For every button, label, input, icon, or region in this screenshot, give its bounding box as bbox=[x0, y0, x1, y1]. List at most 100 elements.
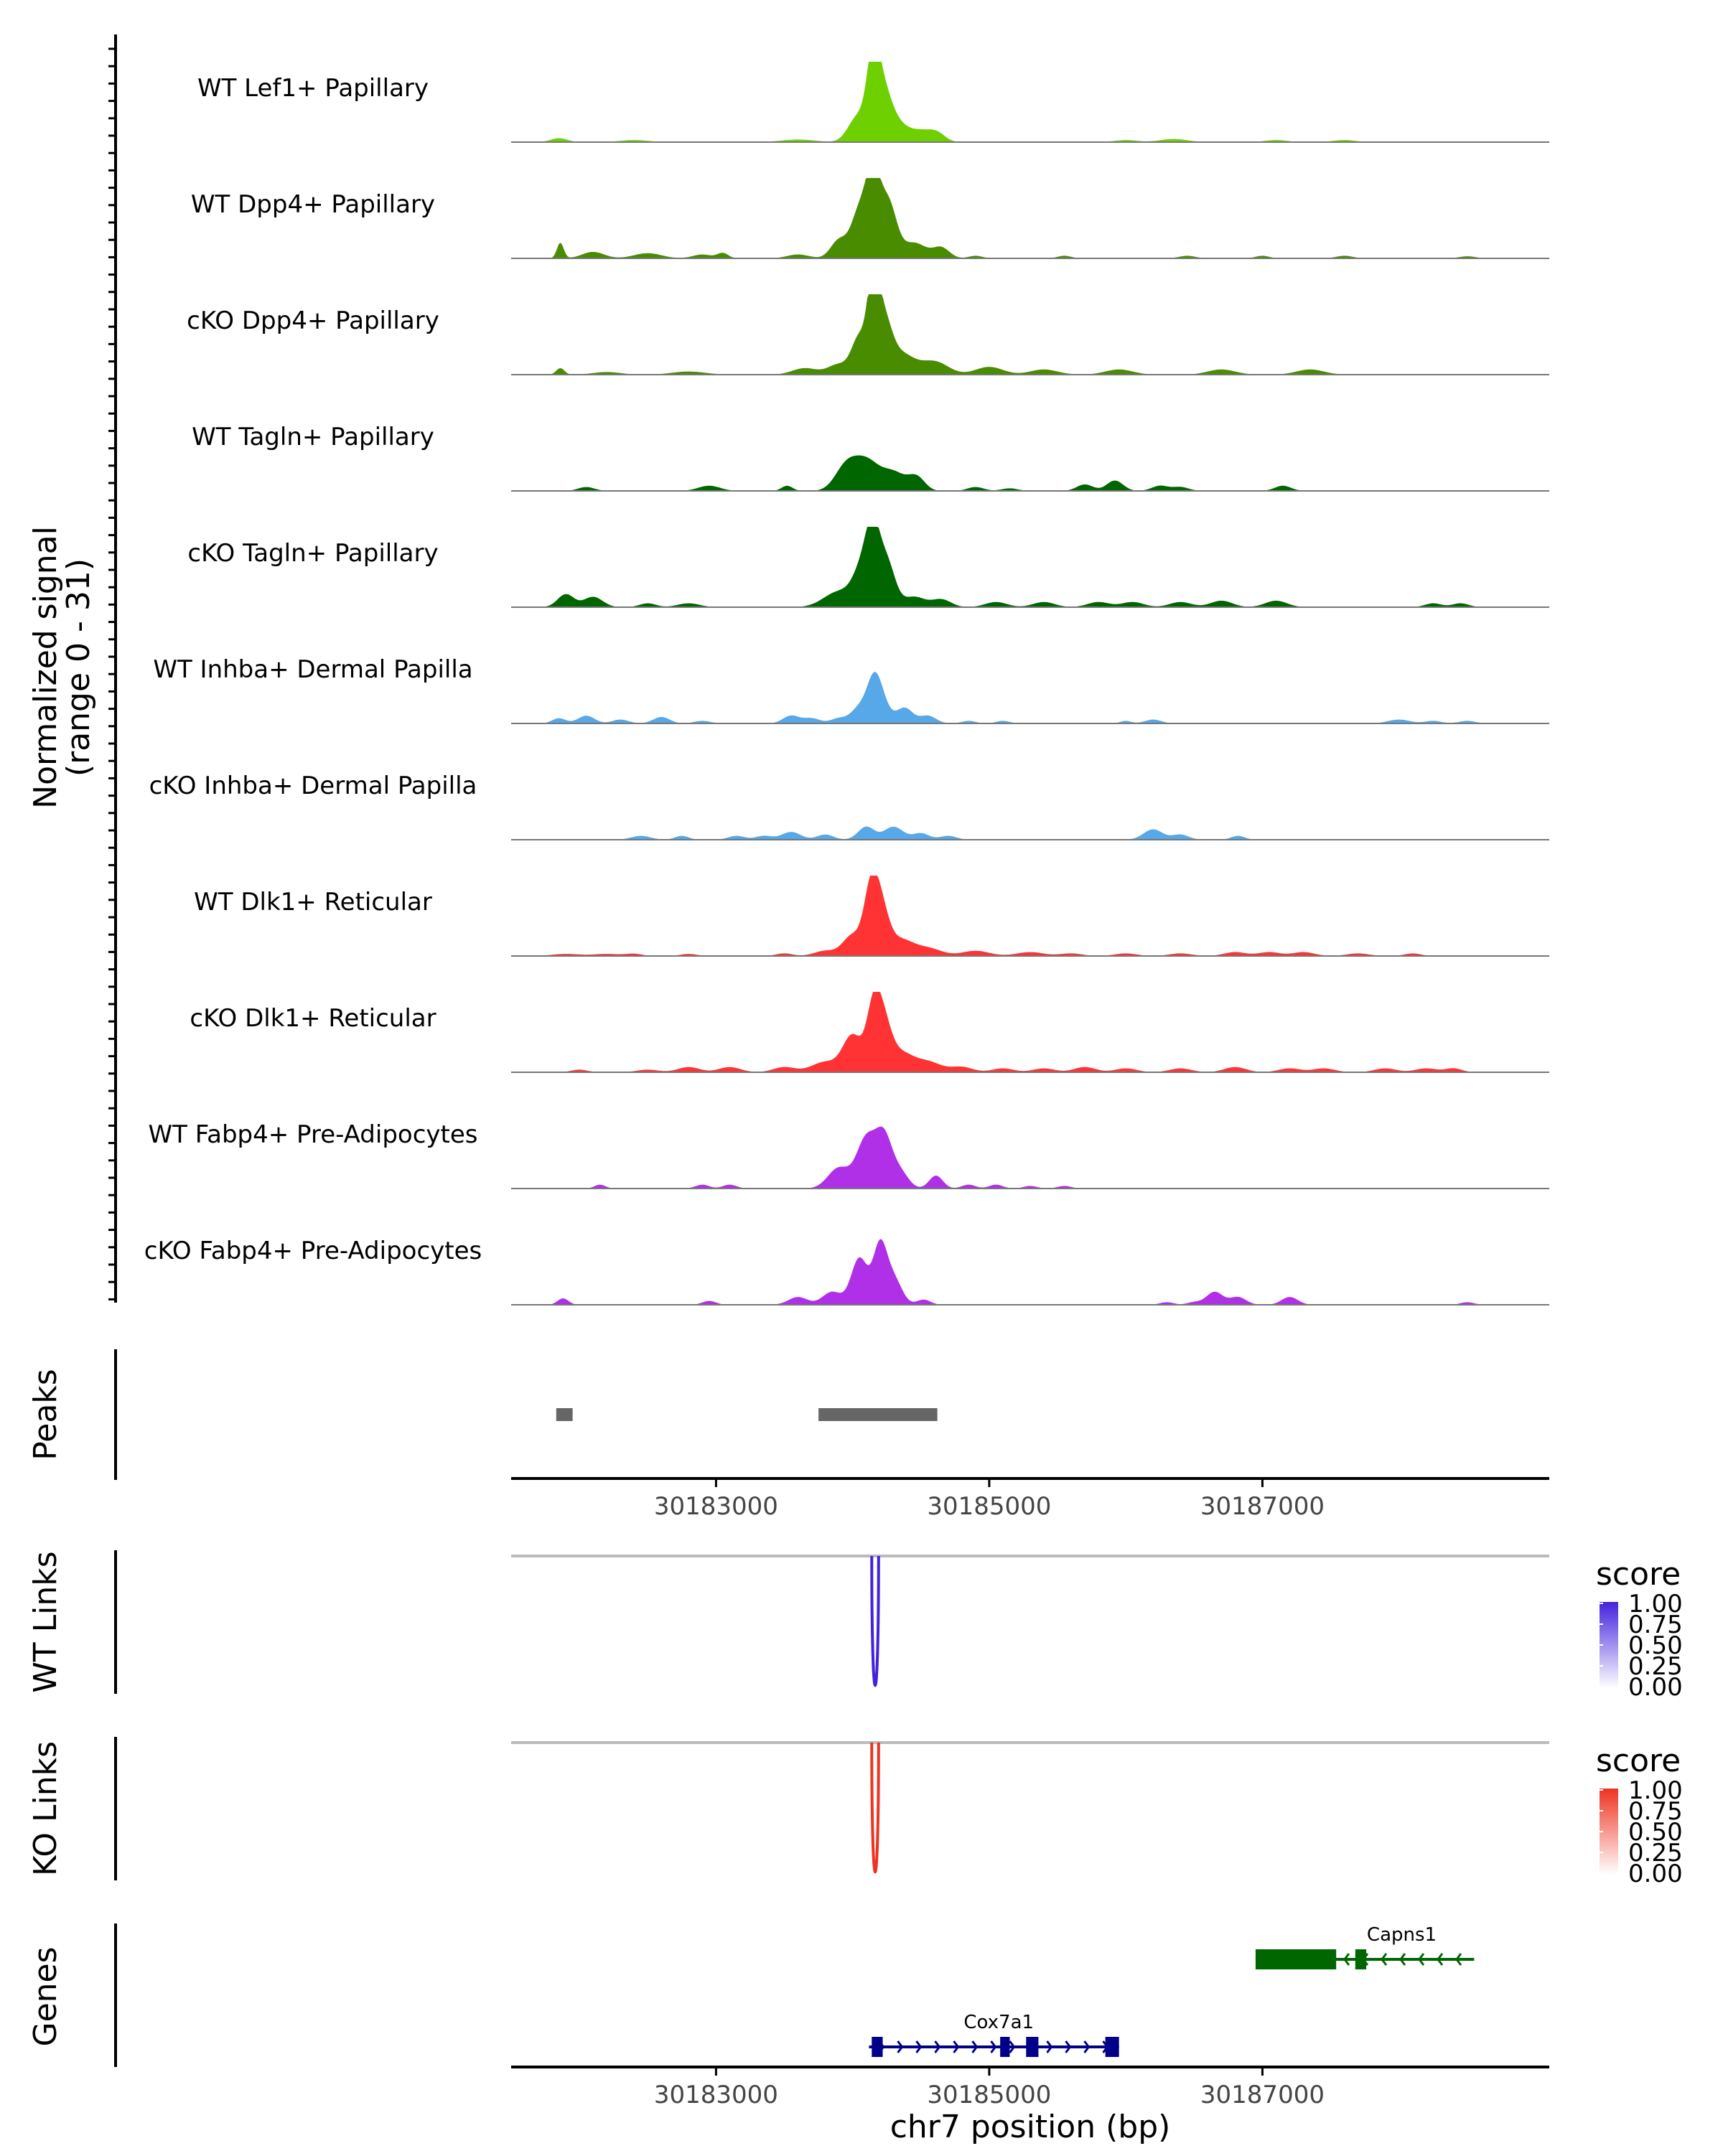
x-tick-label: 30185000 bbox=[927, 1492, 1051, 1521]
x-tick-label: 30185000 bbox=[927, 2081, 1051, 2109]
track-label: WT Dpp4+ Papillary bbox=[191, 190, 435, 219]
peak-regions bbox=[556, 1408, 938, 1421]
strand-arrow bbox=[1009, 2040, 1016, 2053]
coverage-area bbox=[511, 455, 1549, 491]
x-tick-label: 30183000 bbox=[654, 2081, 778, 2109]
legend-value: 0.00 bbox=[1628, 1860, 1683, 1888]
legend-value: 1.00 bbox=[1628, 1590, 1683, 1618]
link-arc bbox=[870, 1742, 880, 1874]
gene-models: Capns1 Cox7a1 bbox=[869, 1924, 1475, 2057]
coverage-area bbox=[511, 294, 1549, 375]
legend-title: score bbox=[1596, 1556, 1681, 1593]
gene-exon bbox=[1105, 2037, 1119, 2057]
track-label: cKO Dlk1+ Reticular bbox=[190, 1004, 436, 1033]
gene-label: Cox7a1 bbox=[963, 2012, 1034, 2033]
x-tick-label: 30187000 bbox=[1200, 2081, 1325, 2109]
coverage-track: WT Dpp4+ Papillary bbox=[191, 178, 1549, 259]
coverage-area bbox=[511, 876, 1549, 956]
strand-arrow bbox=[1046, 2040, 1053, 2053]
track-label: cKO Inhba+ Dermal Papilla bbox=[149, 772, 477, 800]
strand-arrow bbox=[1418, 1953, 1425, 1966]
strand-arrow bbox=[897, 2040, 904, 2053]
x-tick-label: 30187000 bbox=[1200, 1492, 1325, 1521]
legend-value: 0.50 bbox=[1628, 1818, 1683, 1847]
gene-model: Cox7a1 bbox=[869, 2012, 1119, 2057]
strand-arrow bbox=[1362, 1953, 1369, 1966]
gene-label: Capns1 bbox=[1367, 1924, 1437, 1946]
peaks-track-label: Peaks bbox=[27, 1369, 64, 1460]
gene-exon bbox=[872, 2037, 883, 2057]
coverage-track: WT Inhba+ Dermal Papilla bbox=[153, 655, 1549, 724]
peak-region bbox=[818, 1408, 938, 1421]
coverage-track: cKO Inhba+ Dermal Papilla bbox=[149, 772, 1549, 840]
gene-model: Capns1 bbox=[1255, 1924, 1475, 1969]
peak-region bbox=[556, 1408, 573, 1421]
strand-arrow bbox=[1269, 1953, 1276, 1966]
track-label: cKO Tagln+ Papillary bbox=[187, 539, 438, 568]
strand-arrow bbox=[1287, 1953, 1294, 1966]
track-label: WT Lef1+ Papillary bbox=[197, 74, 429, 103]
legend-value: 0.75 bbox=[1628, 1611, 1683, 1639]
coverage-area bbox=[511, 178, 1549, 258]
coverage-area bbox=[511, 1239, 1549, 1305]
strand-arrow bbox=[934, 2040, 941, 2053]
strand-arrow bbox=[1381, 1953, 1388, 1966]
legend-value: 0.00 bbox=[1628, 1673, 1683, 1702]
strand-arrow bbox=[1102, 2040, 1109, 2053]
track-label: WT Tagln+ Papillary bbox=[192, 423, 434, 451]
y-axis-label-line2: (range 0 - 31) bbox=[60, 558, 97, 777]
strand-arrow bbox=[1325, 1953, 1332, 1966]
x-axis-title: chr7 position (bp) bbox=[890, 2109, 1171, 2145]
gene-exon bbox=[1355, 1949, 1367, 1969]
strand-arrow bbox=[878, 2040, 885, 2053]
gene-exon bbox=[1255, 1949, 1337, 1969]
legend-value: 1.00 bbox=[1628, 1776, 1683, 1805]
track-label: cKO Dpp4+ Papillary bbox=[187, 306, 439, 335]
coverage-area bbox=[511, 672, 1549, 723]
coverage-area bbox=[511, 992, 1549, 1072]
coverage-area bbox=[511, 527, 1549, 607]
strand-arrow bbox=[1455, 1953, 1462, 1966]
coverage-track: WT Tagln+ Papillary bbox=[192, 423, 1549, 492]
track-label: cKO Fabp4+ Pre-Adipocytes bbox=[144, 1237, 482, 1265]
strand-arrow bbox=[1399, 1953, 1406, 1966]
coverage-area bbox=[511, 62, 1549, 142]
strand-arrow bbox=[1343, 1953, 1350, 1966]
track-label: WT Inhba+ Dermal Papilla bbox=[153, 655, 472, 684]
strand-arrow bbox=[953, 2040, 960, 2053]
coverage-track: cKO Dlk1+ Reticular bbox=[190, 992, 1549, 1073]
strand-arrow bbox=[1083, 2040, 1091, 2053]
coverage-area bbox=[511, 1126, 1549, 1189]
track-label: WT Fabp4+ Pre-Adipocytes bbox=[149, 1120, 478, 1149]
x-tick-label: 30183000 bbox=[654, 1492, 778, 1521]
strand-arrow bbox=[1065, 2040, 1072, 2053]
strand-arrow bbox=[1437, 1953, 1444, 1966]
legend-value: 0.25 bbox=[1628, 1839, 1683, 1867]
legend-value: 0.25 bbox=[1628, 1652, 1683, 1681]
coverage-track: cKO Dpp4+ Papillary bbox=[187, 294, 1549, 375]
link-track-label: WT Links bbox=[27, 1551, 64, 1692]
link-arc bbox=[870, 1555, 880, 1687]
legend-value: 0.75 bbox=[1628, 1797, 1683, 1826]
coverage-track: cKO Tagln+ Papillary bbox=[187, 527, 1549, 608]
coverage-y-axis-ticks bbox=[108, 47, 116, 1300]
coverage-track: WT Lef1+ Papillary bbox=[197, 62, 1549, 143]
legend-title: score bbox=[1596, 1743, 1681, 1779]
genes-x-axis-ticks: 30183000 30185000 30187000 bbox=[654, 2067, 1325, 2109]
strand-arrow bbox=[971, 2040, 979, 2053]
coverage-area bbox=[511, 826, 1549, 840]
track-label: WT Dlk1+ Reticular bbox=[194, 888, 432, 917]
gene-exon bbox=[1000, 2037, 1010, 2057]
strand-arrow bbox=[915, 2040, 923, 2053]
legend-value: 0.50 bbox=[1628, 1631, 1683, 1660]
coverage-track: WT Fabp4+ Pre-Adipocytes bbox=[149, 1120, 1549, 1189]
coverage-tracks: WT Lef1+ Papillary WT Dpp4+ Papillary cKO … bbox=[144, 62, 1549, 1306]
strand-arrow bbox=[1027, 2040, 1035, 2053]
peaks-x-axis-ticks: 30183000 30185000 30187000 bbox=[654, 1478, 1325, 1521]
coverage-track: WT Dlk1+ Reticular bbox=[194, 876, 1549, 957]
genes-track-label: Genes bbox=[27, 1946, 64, 2046]
